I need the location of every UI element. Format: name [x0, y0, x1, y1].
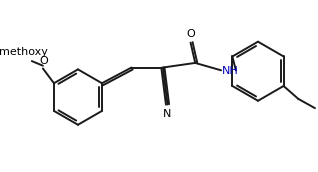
Text: NH: NH	[222, 66, 239, 76]
Text: methoxy: methoxy	[0, 47, 48, 57]
Text: N: N	[163, 109, 172, 119]
Text: O: O	[39, 56, 48, 66]
Text: O: O	[186, 29, 195, 39]
